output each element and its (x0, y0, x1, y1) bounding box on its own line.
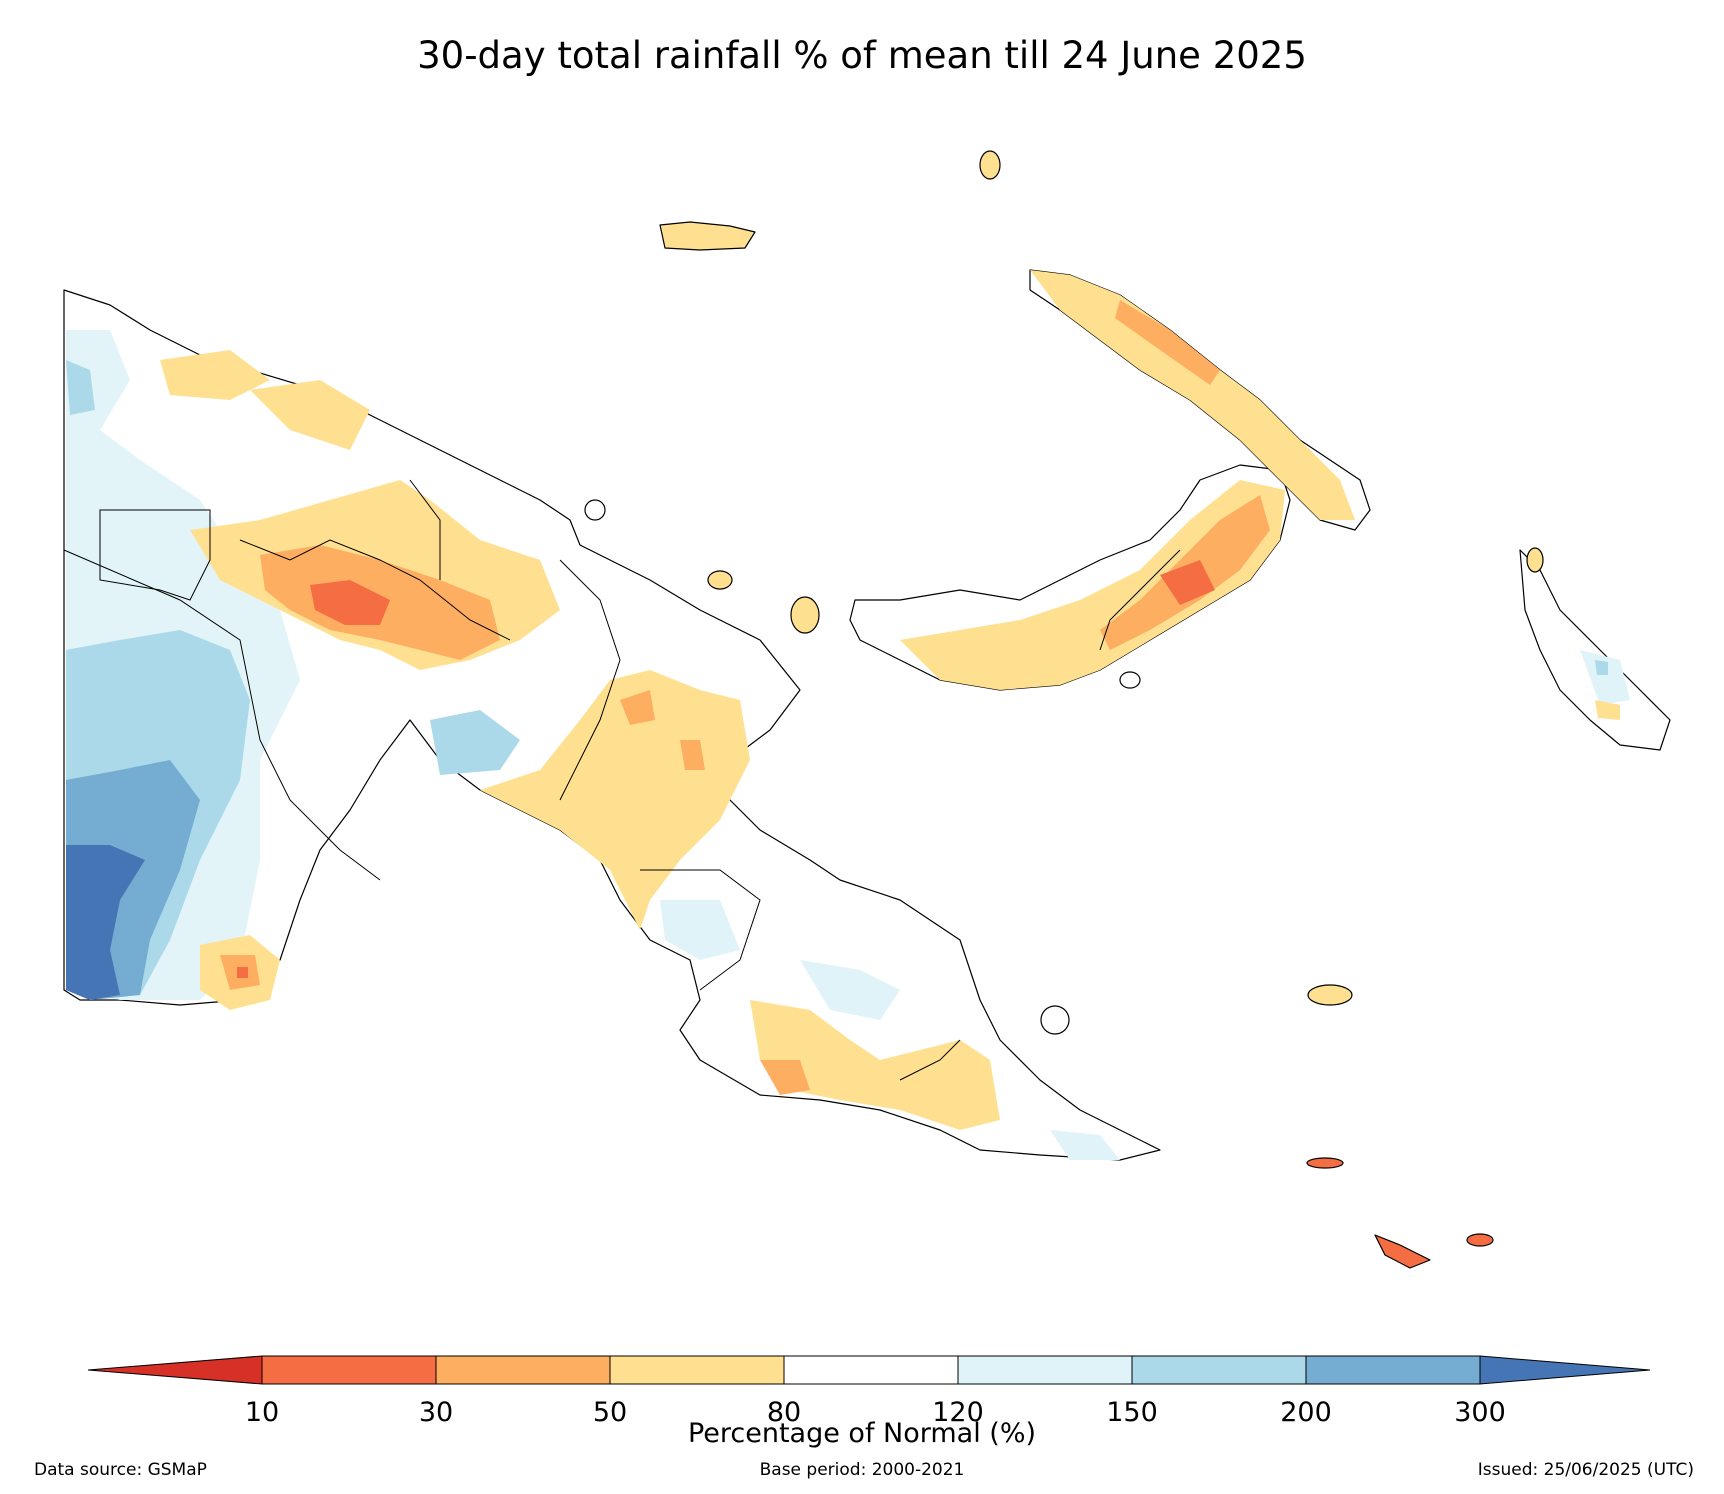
colorbar-bin-120-150 (957, 1355, 1133, 1385)
island (584, 499, 606, 521)
map-title: 30-day total rainfall % of mean till 24 … (417, 34, 1307, 77)
colorbar-tick-label: 80 (767, 1397, 801, 1428)
shade-150-200 (430, 710, 520, 775)
shade-120-150 (660, 900, 740, 960)
colorbar-tick-label: 50 (593, 1397, 627, 1428)
colorbar-tick-label: 30 (419, 1397, 453, 1428)
shade-10-30 (237, 967, 248, 978)
island (1526, 547, 1544, 573)
colorbar-tick-label: 150 (1106, 1397, 1158, 1428)
colorbar-under-arrow (87, 1355, 263, 1385)
shade-120-150 (1050, 1130, 1120, 1160)
shade-30-50 (620, 690, 655, 725)
island (1119, 671, 1141, 689)
island (1307, 984, 1353, 1006)
colorbar-label: Percentage of Normal (%) (688, 1418, 1036, 1449)
colorbar-tick-label: 200 (1280, 1397, 1332, 1428)
shade-50-80 (1030, 270, 1355, 520)
shade-50-80 (160, 350, 270, 400)
data-source: Data source: GSMaP (34, 1460, 207, 1480)
shade-30-50 (680, 740, 705, 770)
shade-50-80 (900, 480, 1285, 690)
island (1374, 1234, 1431, 1269)
island (707, 570, 733, 590)
shade-150-200 (66, 360, 95, 415)
shade-50-80 (750, 1000, 1000, 1130)
colorbar-bin-80-120 (783, 1355, 959, 1385)
bougainville-outline (1519, 549, 1671, 751)
manus-outline (659, 221, 756, 251)
shade-30-50 (1115, 300, 1220, 385)
province-boundaries (63, 479, 1181, 1081)
shade-120-150 (1580, 650, 1630, 705)
colorbar-over-arrow (1479, 1355, 1651, 1385)
colorbar-bin-150-200 (1131, 1355, 1307, 1385)
colorbar-bin-10-30 (261, 1355, 437, 1385)
island (979, 150, 1001, 180)
shade-50-80 (480, 670, 750, 930)
colorbar-tick-label: 120 (932, 1397, 984, 1428)
shade-50-80 (250, 380, 370, 450)
island (1040, 1005, 1070, 1035)
shade-10-30 (310, 580, 390, 625)
base-period: Base period: 2000-2021 (759, 1460, 965, 1480)
shade-10-30 (1160, 560, 1215, 605)
island (1306, 1157, 1344, 1169)
island (790, 596, 820, 634)
shade-150-200 (1595, 660, 1608, 675)
colorbar-bin-50-80 (609, 1355, 785, 1385)
shade-over-300 (66, 845, 145, 1000)
colorbar-bin-200-300 (1305, 1355, 1481, 1385)
shade-50-80 (1595, 700, 1620, 720)
shade-120-150 (800, 960, 900, 1020)
colorbar-bin-30-50 (435, 1355, 611, 1385)
issued-date: Issued: 25/06/2025 (UTC) (1477, 1460, 1694, 1480)
colorbar-tick-label: 10 (245, 1397, 279, 1428)
island (1466, 1233, 1494, 1247)
rainfall-shading (66, 270, 1630, 1160)
colorbar-tick-label: 300 (1454, 1397, 1506, 1428)
shade-30-50 (760, 1060, 810, 1095)
